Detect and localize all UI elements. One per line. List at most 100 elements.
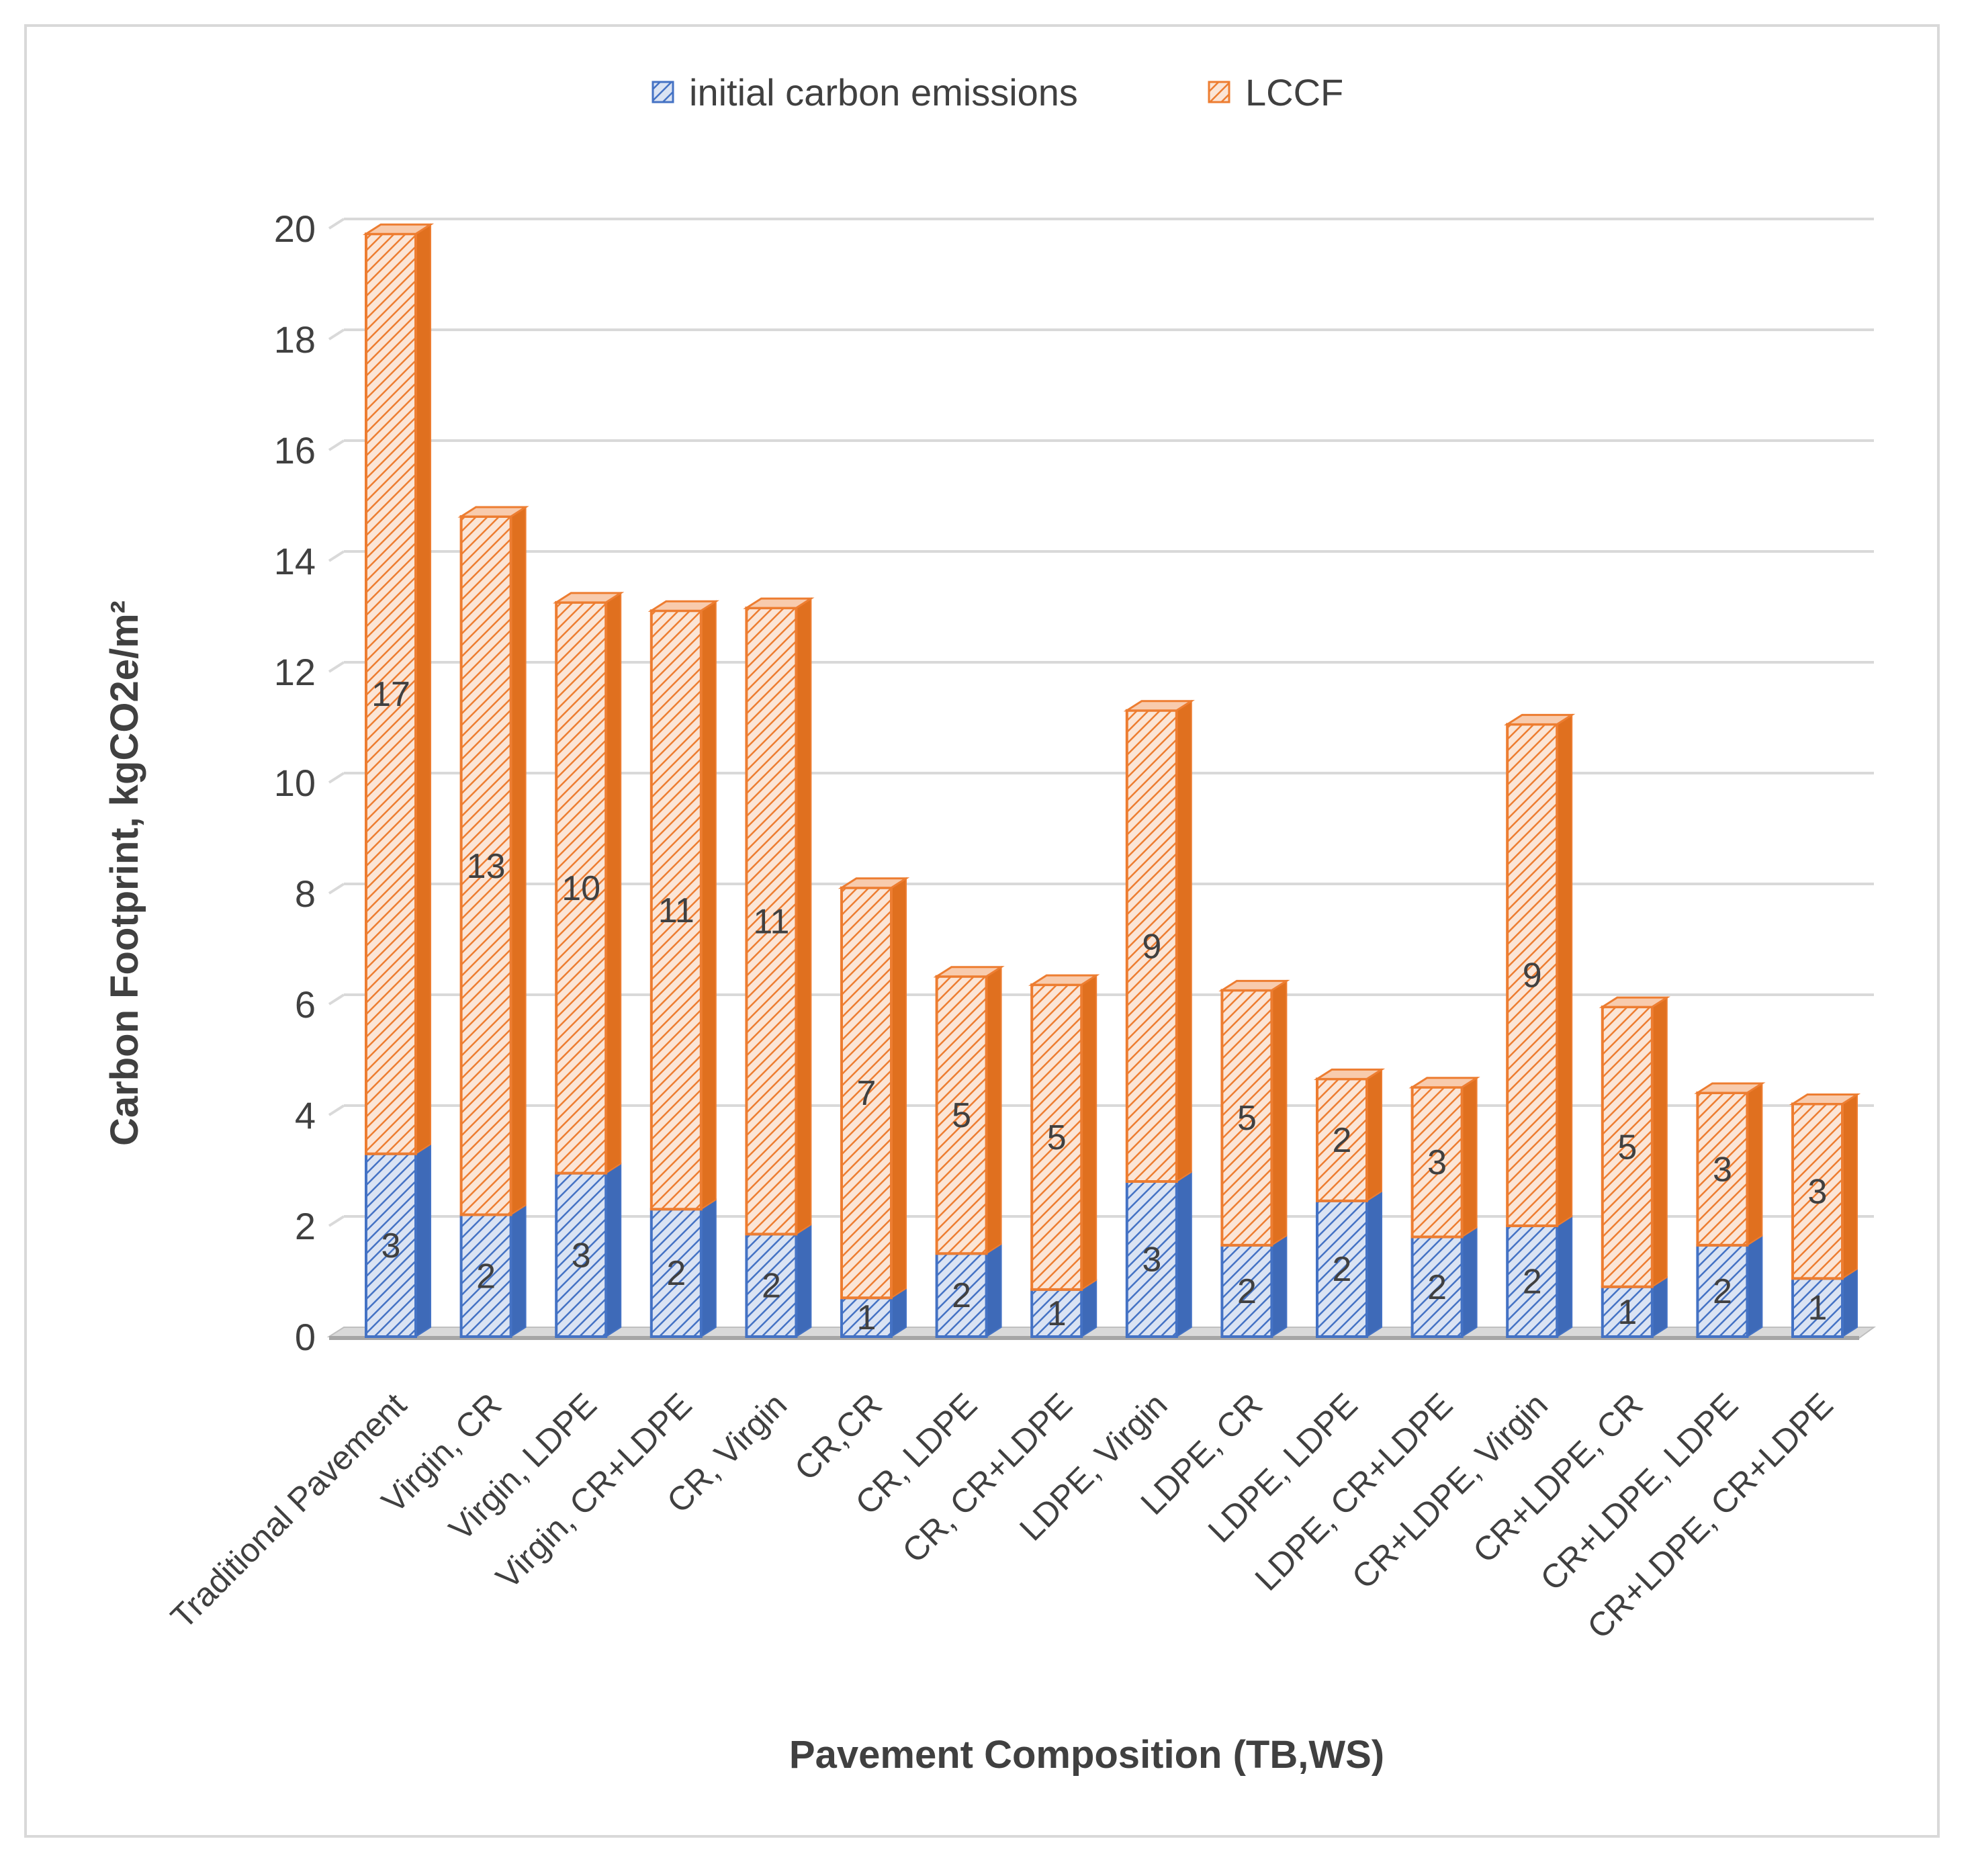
bar-segment-lccf — [1123, 699, 1195, 1183]
bar-segment-lccf — [647, 600, 719, 1211]
legend-swatch-lccf — [1208, 81, 1230, 103]
x-axis-title: Pavement Composition (TB,WS) — [789, 1733, 1384, 1777]
bar-segment-initial — [1696, 1235, 1763, 1338]
data-label: 2 — [952, 1276, 971, 1315]
bar — [459, 1213, 512, 1338]
y-tick-label: 18 — [274, 318, 316, 361]
bar-top — [553, 592, 625, 604]
bar-segment-initial — [1220, 1235, 1288, 1338]
data-label: 3 — [1142, 1241, 1161, 1280]
bar — [649, 1208, 703, 1338]
data-label: 3 — [1713, 1150, 1732, 1189]
data-label: 2 — [1523, 1263, 1542, 1302]
data-label: 3 — [572, 1236, 591, 1275]
bar — [840, 886, 893, 1300]
bar-side — [1651, 996, 1668, 1288]
data-label: 5 — [1617, 1128, 1637, 1167]
bar-side — [1746, 1082, 1763, 1247]
bar — [1125, 709, 1178, 1183]
bar-segment-initial — [1791, 1267, 1858, 1338]
data-label: 2 — [1333, 1250, 1352, 1289]
y-tick-label: 2 — [295, 1205, 316, 1247]
bar-segment-initial — [365, 1143, 431, 1338]
bar — [1601, 1285, 1654, 1338]
data-label: 1 — [857, 1298, 877, 1337]
bar-top — [457, 506, 529, 518]
bar — [459, 515, 512, 1216]
gridline-depth — [328, 1215, 345, 1227]
bar-side — [1556, 1215, 1573, 1338]
data-label: 2 — [1427, 1268, 1447, 1307]
bar-segment-lccf — [743, 597, 815, 1236]
bar-top — [1789, 1093, 1861, 1105]
data-label: 1 — [1047, 1294, 1067, 1333]
bar-side — [1081, 974, 1097, 1291]
bar-segment-lccf — [838, 877, 910, 1300]
data-label: 5 — [1237, 1099, 1257, 1138]
bar-side — [1556, 713, 1573, 1227]
bar-segment-initial — [745, 1223, 812, 1338]
y-axis-title: Carbon Footprint, kgCO2e/m² — [103, 600, 146, 1146]
legend-label-lccf: LCCF — [1245, 71, 1343, 114]
bar-segment-lccf — [1504, 713, 1576, 1227]
data-label: 2 — [666, 1254, 686, 1293]
bar — [840, 1296, 893, 1338]
bar — [745, 607, 798, 1236]
y-tick-label: 4 — [295, 1094, 316, 1136]
y-tick-label: 0 — [295, 1316, 316, 1358]
bar-segment-lccf — [1313, 1068, 1386, 1202]
bar — [1506, 1224, 1559, 1338]
bar-side — [700, 600, 717, 1211]
bar-top — [1599, 996, 1670, 1008]
bar — [1030, 1288, 1083, 1338]
bar-side — [795, 597, 812, 1236]
bar-segment-initial — [1125, 1171, 1192, 1338]
bar-side — [415, 223, 431, 1155]
gridline-depth — [328, 218, 345, 230]
bar-side — [1746, 1235, 1763, 1338]
bar-segment-lccf — [1028, 974, 1100, 1291]
gridline-depth — [328, 661, 345, 673]
data-label: 17 — [371, 675, 410, 714]
bar-side — [1842, 1267, 1858, 1338]
bar-segment-initial — [840, 1287, 907, 1338]
data-label: 5 — [1047, 1118, 1067, 1157]
data-label: 5 — [952, 1096, 971, 1135]
bar-top — [838, 877, 910, 889]
data-label: 3 — [1427, 1143, 1447, 1182]
gridline-depth — [328, 772, 345, 784]
bar-segment-lccf — [1694, 1082, 1766, 1247]
bar-side — [1461, 1226, 1478, 1338]
bar-side — [1271, 1235, 1288, 1338]
data-label: 7 — [857, 1074, 877, 1113]
bar-segment-lccf — [1789, 1093, 1861, 1280]
y-tick-label: 14 — [274, 540, 316, 582]
bar — [555, 600, 608, 1175]
bar-top — [1313, 1068, 1386, 1080]
bar-top — [1218, 979, 1290, 991]
bar-top — [362, 223, 435, 235]
bar-top — [1028, 974, 1100, 986]
data-label: 2 — [762, 1267, 781, 1306]
data-label: 2 — [476, 1257, 496, 1296]
data-label: 3 — [382, 1226, 401, 1265]
data-label: 11 — [658, 891, 694, 930]
y-axis-ticks: 0 2 4 6 8 10 12 14 16 18 20 — [274, 208, 316, 1358]
bar-side — [985, 1243, 1002, 1338]
bar-segment-lccf — [553, 592, 625, 1175]
bar-side — [605, 1162, 622, 1338]
y-tick-label: 20 — [274, 208, 316, 250]
data-label: 1 — [1808, 1289, 1828, 1328]
bar-side — [700, 1198, 717, 1338]
bar-segment-lccf — [1599, 996, 1670, 1288]
data-label: 1 — [1617, 1293, 1637, 1332]
bar-side — [1366, 1190, 1382, 1338]
y-tick-label: 8 — [295, 873, 316, 915]
y-tick-label: 16 — [274, 429, 316, 472]
bar-side — [510, 506, 527, 1216]
bar-side — [795, 1223, 812, 1338]
bar-side — [510, 1204, 527, 1338]
bar-side — [1175, 699, 1192, 1183]
